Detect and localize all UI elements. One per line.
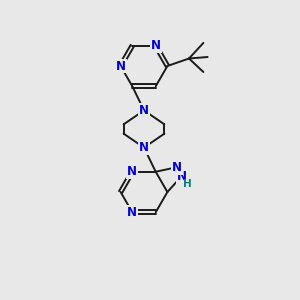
Text: N: N — [139, 141, 149, 154]
Text: N: N — [116, 59, 126, 73]
Text: H: H — [183, 179, 191, 190]
Text: N: N — [177, 169, 187, 183]
Text: N: N — [127, 206, 137, 219]
Text: N: N — [139, 104, 149, 117]
Text: N: N — [172, 161, 182, 174]
Text: N: N — [151, 39, 161, 52]
Text: N: N — [127, 165, 137, 178]
